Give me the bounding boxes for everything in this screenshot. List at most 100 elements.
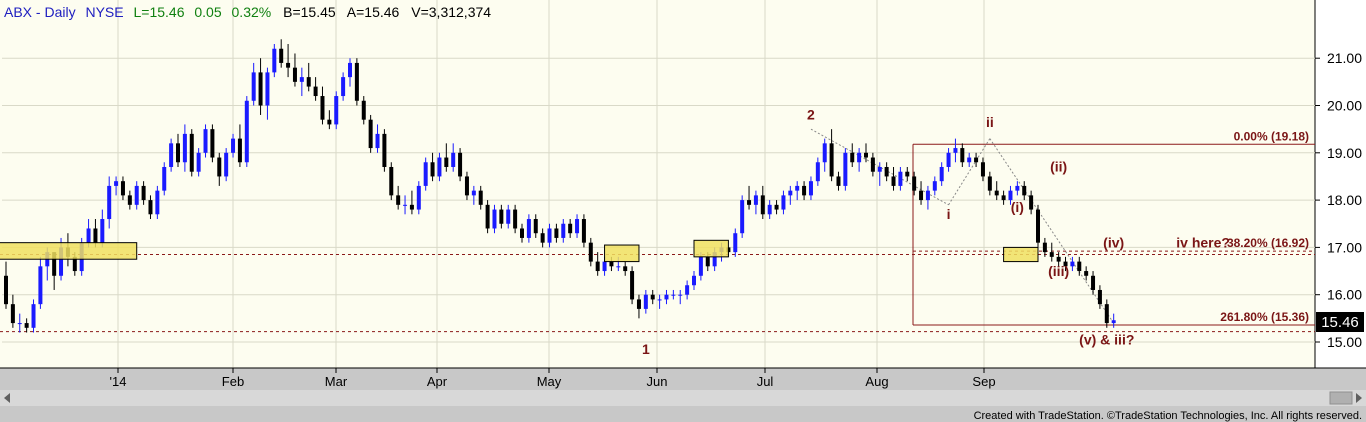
last-price-box	[1316, 312, 1364, 332]
candle-body	[616, 266, 621, 268]
candle-body	[375, 133, 380, 149]
candle-body	[1036, 209, 1040, 243]
candle-body	[265, 72, 270, 106]
candle-body	[829, 143, 834, 177]
candle-body	[967, 157, 972, 163]
candle-body	[760, 195, 765, 215]
candle-body	[581, 219, 586, 243]
candle-body	[671, 294, 676, 296]
candle-body	[107, 185, 112, 220]
fib-level-label: 38.20% (16.92)	[1227, 236, 1309, 250]
candle-body	[953, 148, 958, 153]
fib-level-label: 261.80% (15.36)	[1220, 310, 1309, 324]
candle-body	[279, 48, 284, 63]
candle-body	[499, 209, 504, 224]
candle-body	[1015, 185, 1020, 191]
candle-body	[802, 185, 807, 196]
candle-body	[884, 166, 889, 177]
wave-label: (i)	[1011, 199, 1024, 215]
wave-label: ii	[986, 114, 994, 130]
candle-body	[561, 223, 566, 238]
candle-body	[210, 129, 215, 158]
x-tick-label: Feb	[222, 374, 244, 389]
candle-body	[196, 152, 201, 172]
candle-body	[100, 219, 105, 243]
x-tick-label: Apr	[427, 374, 448, 389]
candle-body	[127, 195, 132, 205]
candle-body	[843, 152, 848, 186]
candle-body	[148, 200, 153, 215]
candle-body	[231, 138, 236, 153]
candle-body	[306, 77, 311, 87]
candle-body	[361, 100, 366, 120]
candle-body	[547, 228, 552, 243]
candle-body	[891, 176, 896, 186]
candle-body	[93, 228, 98, 243]
candle-body	[286, 62, 291, 68]
candle-body	[430, 162, 435, 177]
x-tick-label: Sep	[972, 374, 995, 389]
candle-body	[313, 86, 318, 97]
candle-body	[919, 190, 924, 201]
candle-body	[822, 143, 827, 163]
candle-body	[176, 143, 180, 163]
candle-body	[815, 162, 820, 182]
scrollbar-track[interactable]	[0, 390, 1366, 406]
exchange-label: NYSE	[85, 4, 123, 20]
candle-body	[244, 100, 249, 163]
wave-label: (iv)	[1103, 234, 1124, 250]
candle-body	[86, 228, 91, 243]
candle-body	[1077, 261, 1082, 272]
scrollbar-thumb[interactable]	[1329, 391, 1353, 405]
candle-body	[1104, 304, 1109, 324]
candle-body	[595, 261, 600, 272]
candle-body	[1111, 320, 1116, 324]
candle-body	[341, 77, 346, 97]
y-tick-label: 15.00	[1327, 334, 1362, 350]
candle-body	[72, 256, 77, 272]
wave-label: iv here?	[1176, 234, 1230, 250]
candle-body	[31, 304, 36, 328]
x-tick-label: May	[537, 374, 562, 389]
candle-body	[664, 294, 669, 300]
candle-body	[939, 166, 944, 182]
y-tick-label: 19.00	[1327, 145, 1362, 161]
candle-body	[464, 176, 469, 196]
candle-body	[994, 190, 999, 196]
candle-body	[568, 223, 573, 234]
candle-body	[1049, 252, 1054, 257]
candle-body	[788, 190, 793, 196]
candle-body	[698, 256, 703, 276]
y-tick-label: 17.00	[1327, 239, 1362, 255]
candle-body	[224, 152, 229, 177]
candle-body	[925, 190, 930, 201]
candle-body	[299, 77, 304, 82]
bid-price: B=15.45	[283, 4, 336, 20]
candle-body	[712, 252, 717, 267]
candle-body	[836, 176, 841, 186]
candle-body	[52, 252, 57, 276]
candle-body	[650, 294, 655, 300]
highlight-zone-may	[604, 244, 640, 263]
candle-body	[451, 152, 456, 167]
candle-body	[320, 96, 325, 120]
candle-body	[533, 219, 538, 234]
candle-body	[740, 200, 745, 234]
candle-body	[1097, 289, 1102, 305]
x-tick-label: Mar	[325, 374, 348, 389]
candle-body	[1084, 271, 1089, 276]
candle-body	[520, 228, 524, 238]
candle-body	[554, 228, 559, 238]
scroll-right-arrow[interactable]	[1356, 393, 1362, 403]
scroll-left-arrow[interactable]	[4, 393, 10, 403]
candle-body	[602, 261, 607, 272]
candle-body	[898, 171, 903, 186]
candle-body	[1029, 195, 1034, 210]
candle-body	[1022, 185, 1027, 196]
wave-label: i	[947, 206, 951, 222]
wave-label: (iii)	[1048, 263, 1069, 279]
candle-body	[10, 304, 15, 324]
candle-body	[575, 219, 580, 234]
candle-body	[630, 271, 635, 300]
